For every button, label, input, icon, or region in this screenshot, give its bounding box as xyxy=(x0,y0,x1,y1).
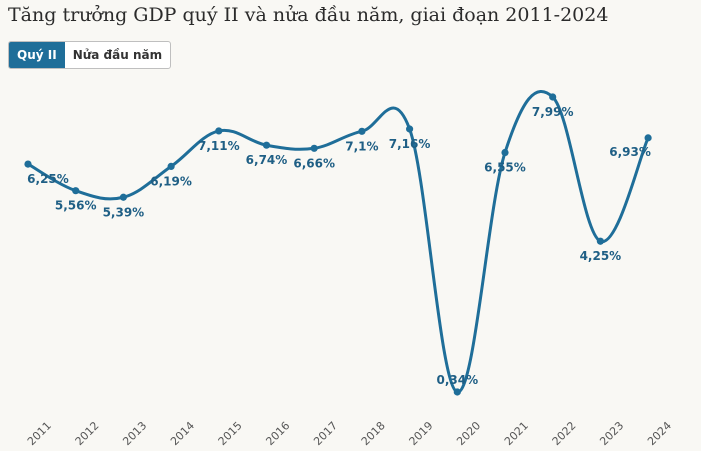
data-point-2024[interactable] xyxy=(644,134,652,142)
data-point-2013[interactable] xyxy=(119,193,127,201)
data-point-2017[interactable] xyxy=(310,144,318,152)
data-label-2023: 4,25% xyxy=(580,249,622,263)
x-tick-2019: 2019 xyxy=(407,419,436,448)
x-tick-2012: 2012 xyxy=(73,419,102,448)
data-label-2011: 6,25% xyxy=(27,172,69,186)
x-tick-2023: 2023 xyxy=(597,419,626,448)
data-point-2020[interactable] xyxy=(453,388,461,396)
tab-switcher: Quý II Nửa đầu năm xyxy=(8,41,172,69)
data-point-2019[interactable] xyxy=(406,125,414,133)
data-label-2017: 6,66% xyxy=(293,156,335,170)
data-points xyxy=(24,93,652,396)
data-point-2023[interactable] xyxy=(596,237,605,245)
x-tick-2015: 2015 xyxy=(216,419,245,448)
data-point-2021[interactable] xyxy=(501,148,509,157)
data-label-2021: 6,55% xyxy=(484,161,526,175)
data-label-2022: 7,99% xyxy=(532,105,574,119)
tab-first-half[interactable]: Nửa đầu năm xyxy=(72,48,163,62)
x-tick-2020: 2020 xyxy=(454,419,483,448)
data-point-2022[interactable] xyxy=(549,93,557,101)
data-label-2012: 5,56% xyxy=(55,199,97,213)
x-tick-2018: 2018 xyxy=(359,419,388,448)
data-label-2014: 6,19% xyxy=(150,174,192,188)
x-tick-2014: 2014 xyxy=(168,419,197,448)
data-label-2016: 6,74% xyxy=(246,153,288,167)
data-point-2011[interactable] xyxy=(24,160,32,168)
x-tick-2016: 2016 xyxy=(263,419,292,448)
data-label-2015: 7,11% xyxy=(198,139,240,153)
data-point-2015[interactable] xyxy=(215,127,223,135)
x-tick-2011: 2011 xyxy=(25,419,54,448)
tab-quarter-2[interactable]: Quý II xyxy=(9,42,65,68)
series-line xyxy=(26,90,650,394)
data-point-2018[interactable] xyxy=(358,127,366,135)
data-point-2014[interactable] xyxy=(167,162,175,171)
x-tick-2024: 2024 xyxy=(645,419,674,448)
data-label-2024: 6,93% xyxy=(609,145,651,159)
x-tick-2013: 2013 xyxy=(120,419,149,448)
x-tick-2017: 2017 xyxy=(311,419,340,448)
data-point-2012[interactable] xyxy=(72,187,80,195)
data-labels: 6,25% 5,56% 5,39% 6,19% 7,11% 6,74% 6,66% 7,1% 7… xyxy=(27,105,651,387)
x-tick-2021: 2021 xyxy=(502,419,531,448)
data-point-2016[interactable] xyxy=(262,141,271,149)
data-label-2019: 7,16% xyxy=(389,137,431,151)
data-label-2013: 5,39% xyxy=(103,205,145,219)
chart-title: Tăng trưởng GDP quý II và nửa đầu năm, g… xyxy=(8,4,609,26)
data-label-2018: 7,1% xyxy=(345,139,378,153)
x-axis-ticks: 2011 2012 2013 2014 2015 2016 2017 2018 2019 2020… xyxy=(25,419,674,448)
x-tick-2022: 2022 xyxy=(550,419,579,448)
data-label-2020: 0,34% xyxy=(436,373,478,387)
